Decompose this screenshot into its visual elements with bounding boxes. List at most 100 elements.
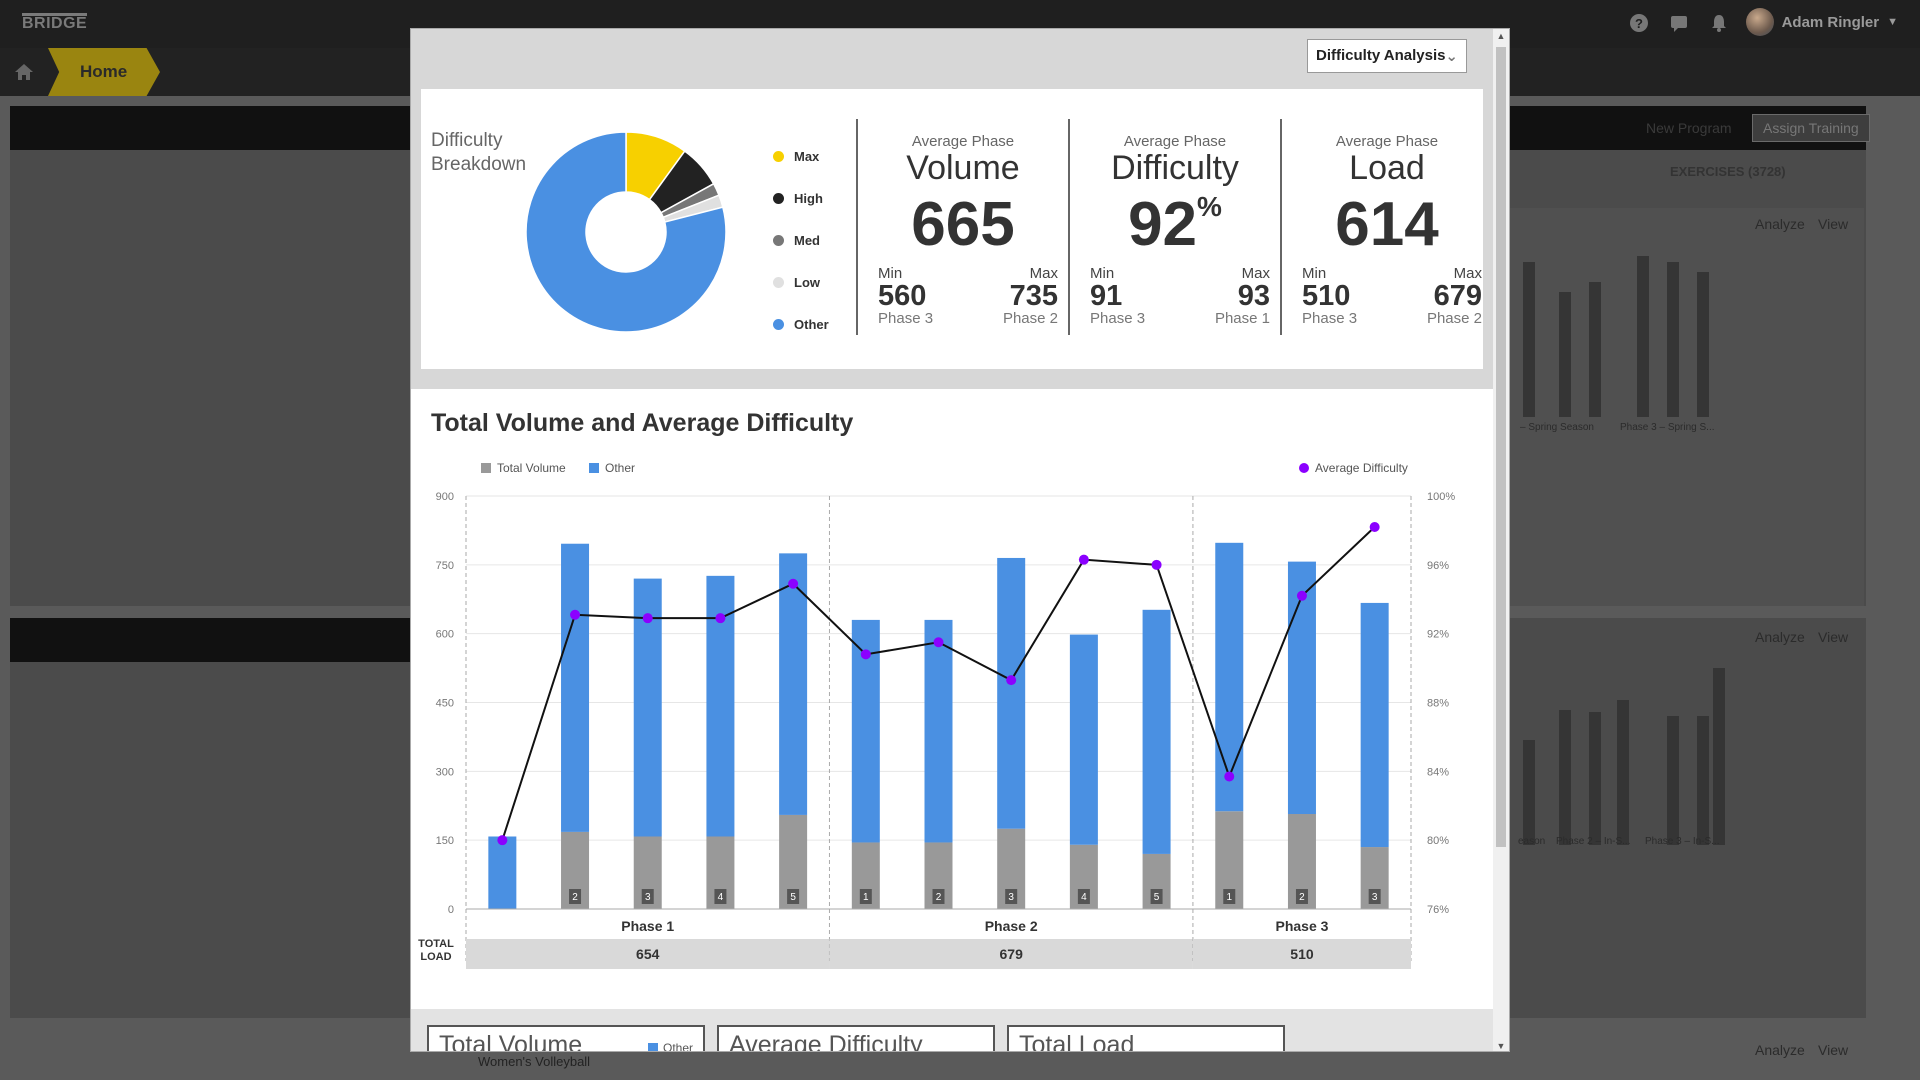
volume-difficulty-chart: 0 150 300 450 600 750 900 76% 80% 84% 88% 92% 96% 100… <box>418 491 1455 969</box>
bar-label: 1 <box>863 892 869 903</box>
legend-label: Max <box>794 149 820 164</box>
y-right-tick: 76% <box>1427 904 1449 916</box>
background-bar <box>1697 272 1709 417</box>
analyze-link[interactable]: Analyze <box>1755 216 1805 232</box>
bar-label-bg <box>859 889 872 904</box>
bar-other[interactable] <box>1215 542 1244 812</box>
difficulty-point[interactable] <box>1369 521 1380 532</box>
bar-other[interactable] <box>488 836 517 909</box>
difficulty-point[interactable] <box>1078 554 1089 565</box>
bar-label-bg <box>641 889 654 904</box>
user-menu[interactable]: Adam Ringler ▼ <box>1745 8 1898 36</box>
bar-other[interactable] <box>997 557 1026 829</box>
exercises-tab[interactable]: EXERCISES (3728) <box>1670 164 1786 179</box>
analysis-type-select[interactable]: Difficulty Analysis ⌄ <box>1307 39 1467 73</box>
difficulty-analysis-modal: Difficulty Analysis ⌄ Difficulty Breakdo… <box>410 28 1510 1052</box>
view-link[interactable]: View <box>1818 1042 1849 1058</box>
bar-label: 4 <box>718 892 724 903</box>
stat-load: Average Phase Load 614 Min 510 Phase 3 Max… <box>1280 119 1490 335</box>
difficulty-point[interactable] <box>642 613 653 624</box>
modal-content: Difficulty Analysis ⌄ Difficulty Breakdo… <box>411 29 1495 1052</box>
group-label: Phase 1 <box>621 918 674 934</box>
app-logo[interactable]: BRIDGE <box>22 13 88 32</box>
stat-min: Min 510 Phase 3 <box>1302 265 1358 327</box>
bar-other[interactable] <box>1069 634 1098 845</box>
difficulty-point[interactable] <box>570 609 581 620</box>
bar-label: 2 <box>572 892 578 903</box>
help-icon[interactable]: ? <box>1628 12 1650 34</box>
background-bar <box>1667 262 1679 417</box>
home-icon[interactable] <box>14 62 34 82</box>
bar-other[interactable] <box>1360 602 1389 848</box>
bar-other[interactable] <box>1142 609 1171 854</box>
total-load-card[interactable]: Total Load <box>1007 1025 1285 1051</box>
difficulty-point[interactable] <box>715 613 726 624</box>
background-bar <box>1559 292 1571 417</box>
bell-icon[interactable] <box>1708 12 1730 34</box>
bar-label-bg <box>1223 889 1236 904</box>
chevron-down-icon: ⌄ <box>1445 48 1458 65</box>
bar-other[interactable] <box>561 543 590 832</box>
average-difficulty-card[interactable]: Average Difficulty <box>717 1025 995 1052</box>
bar-label: 3 <box>1372 892 1378 903</box>
scroll-up-icon[interactable]: ▲ <box>1496 31 1506 41</box>
legend-label: Low <box>794 275 820 290</box>
difficulty-point[interactable] <box>1224 771 1235 782</box>
background-bar <box>1713 668 1725 845</box>
breadcrumb-home[interactable]: Home <box>48 48 160 96</box>
difficulty-point[interactable] <box>788 578 799 589</box>
legend-max: Max <box>773 149 819 164</box>
bar-label: 2 <box>1299 892 1305 903</box>
analyze-link[interactable]: Analyze <box>1755 1042 1805 1058</box>
difficulty-point[interactable] <box>933 637 944 648</box>
background-phase-label: eason <box>1518 836 1546 847</box>
new-program-link[interactable]: New Program <box>1646 120 1732 136</box>
bar-label-bg <box>1150 889 1163 904</box>
card-title: Average Difficulty <box>729 1031 923 1052</box>
load-value: 510 <box>1290 946 1314 962</box>
scroll-down-icon[interactable]: ▼ <box>1496 1041 1506 1051</box>
y-right-tick: 100% <box>1427 491 1455 503</box>
y-left-tick: 450 <box>436 698 454 710</box>
difficulty-point[interactable] <box>1006 675 1017 686</box>
bar-other[interactable] <box>924 619 953 843</box>
difficulty-point[interactable] <box>1151 559 1162 570</box>
y-right-tick: 80% <box>1427 835 1449 847</box>
assign-training-button[interactable]: Assign Training <box>1752 114 1870 142</box>
stat-value: 92% <box>1128 190 1222 259</box>
difficulty-breakdown-title: Difficulty Breakdown <box>431 129 526 177</box>
analyze-link[interactable]: Analyze <box>1755 629 1805 645</box>
bar-other[interactable] <box>779 553 808 815</box>
legend-high: High <box>773 191 823 206</box>
background-phase-label: – Spring Season <box>1520 422 1594 433</box>
chat-icon[interactable] <box>1668 12 1690 34</box>
legend-label: High <box>794 191 823 206</box>
summary-panel: Difficulty Breakdown Max High Med Low Ot… <box>421 89 1483 369</box>
difficulty-point[interactable] <box>1296 590 1307 601</box>
difficulty-breakdown-title-line1: Difficulty <box>431 130 503 151</box>
stat-max: Max 679 Phase 2 <box>1426 265 1482 327</box>
background-bar <box>1559 710 1571 845</box>
view-link[interactable]: View <box>1818 629 1849 645</box>
background-bar <box>1523 740 1535 845</box>
card-title: Total Volume <box>439 1031 583 1052</box>
bar-other[interactable] <box>1287 561 1316 815</box>
stat-sub: Average Phase <box>1123 133 1227 150</box>
donut-slice-other <box>525 131 727 333</box>
scroll-thumb[interactable] <box>1496 47 1506 847</box>
modal-scrollbar[interactable]: ▲ ▼ <box>1493 29 1509 1051</box>
bar-label: 5 <box>790 892 796 903</box>
y-left-tick: 150 <box>436 835 454 847</box>
bar-label: 2 <box>936 892 942 903</box>
y-left-tick: 600 <box>436 629 454 641</box>
view-link[interactable]: View <box>1818 216 1849 232</box>
background-panel-middle-header <box>10 618 410 662</box>
legend-swatch-other <box>773 319 784 330</box>
total-volume-card[interactable]: Total Volume Other <box>427 1025 705 1052</box>
difficulty-donut-chart <box>525 131 727 333</box>
stat-value: 614 <box>1335 190 1439 259</box>
difficulty-point[interactable] <box>860 649 871 660</box>
stat-title: Load <box>1349 149 1425 187</box>
difficulty-point[interactable] <box>497 835 508 846</box>
stat-sub: Average Phase <box>1335 133 1439 150</box>
